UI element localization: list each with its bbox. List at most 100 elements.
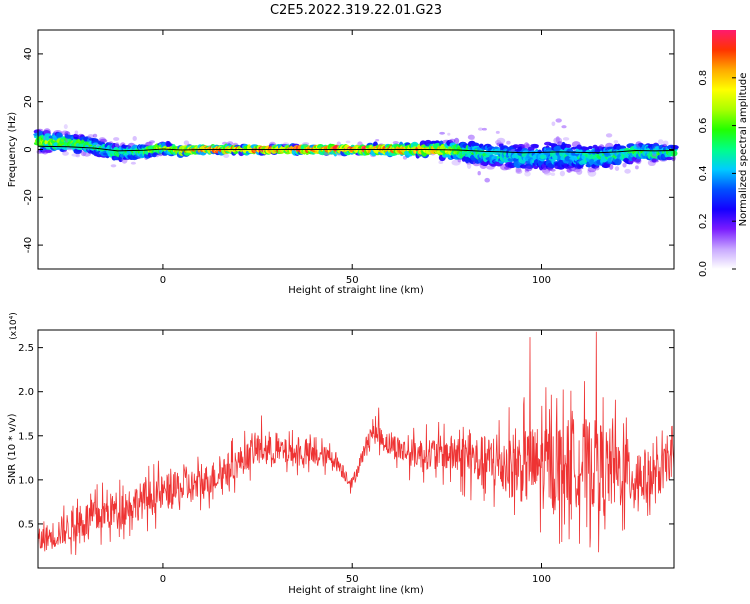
spectrogram-cell [670,145,679,150]
spectrogram-cell [74,130,79,135]
colorbar-label: Normalized spectral amplitude [738,73,749,227]
snr-x-ticks: 0 50 100 [160,330,551,585]
spectrogram-cell [562,137,570,141]
spectrogram-cell [183,140,190,146]
spectrogram-cell [73,134,79,137]
spectrogram-cell [439,131,445,135]
spectrogram-cell [101,139,105,144]
snr-frame [37,329,675,569]
spectrogram-cell [515,169,523,174]
spectrogram-cell [466,162,472,170]
spectrogram-cell [614,158,622,166]
spectrogram-cell [451,159,461,166]
spectrogram-cell [43,128,51,136]
spectrogram-cell [624,168,631,174]
y-tick-label: -40 [23,237,34,253]
spectrogram-cell [559,170,566,177]
spectrogram-cell [149,140,155,144]
spectrogram-cell [345,140,351,144]
spectrogram-cell [551,121,556,127]
spectrogram-cell [484,177,491,183]
spectrogram-cell [495,130,500,134]
spectrogram-cell [223,153,230,158]
spectrogram-cell [605,133,613,138]
spectrogram-cell [614,166,620,172]
spectrogram-cell [375,139,380,142]
y-tick-label: 0.5 [18,519,34,530]
colorbar-ramp [712,30,736,269]
y-tick-label: 1.0 [18,475,34,486]
snr-x-label: Height of straight line (km) [288,585,424,596]
y-tick-label: 1.5 [18,431,34,442]
figure-title: C2E5.2022.319.22.01.G23 [270,3,442,18]
x-tick-label: 50 [346,275,359,286]
spectrogram-cell [662,140,669,146]
spectrogram-cell [550,172,556,176]
spectrogram-cell [555,118,562,123]
x-tick-label: 100 [532,574,551,585]
spectrogram-cell [62,151,69,156]
spectrogram-cell [576,168,583,175]
spectrogram-cell [490,163,497,167]
spectrogram-panel: 0 50 100 -40 -20 0 20 40 Height of straight li… [7,29,679,296]
y-tick-label: 0 [23,146,34,152]
spectrogram-cell [37,128,43,132]
spectrogram-cell [665,156,674,161]
snr-scale-label: (x10⁴) [9,312,19,339]
spectrogram-cell [44,149,53,154]
spectrogram-x-ticks: 0 50 100 [160,30,551,286]
spectrogram-cell [110,164,117,168]
y-tick-label: -20 [23,189,34,205]
spectrogram-cell [226,141,234,146]
spectrogram-cell [114,142,120,148]
spectrogram-y-ticks: -40 -20 0 20 40 [23,48,674,253]
colorbar: 0.0 0.2 0.4 0.6 0.8 Normalized spectral ampl… [698,30,749,277]
x-tick-label: 0 [160,574,166,585]
spectrogram-cell [471,142,480,147]
spectrogram-cell [594,166,600,171]
spectrogram-cell [613,140,619,144]
snr-y-ticks: 0.5 1.0 1.5 2.0 2.5 [18,343,674,530]
spectrogram-cell [555,136,560,143]
colorbar-ticks: 0.0 0.2 0.4 0.6 0.8 [698,70,736,277]
spectrogram-cell [658,139,664,145]
colorbar-tick-label: 0.6 [698,118,709,134]
spectrogram-cell [87,134,95,139]
x-tick-label: 0 [160,275,166,286]
spectrogram-cell [63,124,68,130]
spectrogram-cell [132,136,137,141]
spectrogram-cell [454,137,460,144]
y-tick-label: 2.5 [18,343,34,354]
y-tick-label: 40 [23,48,34,61]
spectrogram-cell [609,164,614,170]
spectrogram-cell [71,153,80,157]
x-tick-label: 50 [346,574,359,585]
spectrogram-cell [635,165,639,170]
spectrogram-cell [467,134,475,140]
spectrogram-cell [565,144,572,148]
snr-panel: 0 50 100 0.5 1.0 1.5 2.0 2.5 Height of straigh… [7,312,675,596]
spectrogram-cell [524,171,531,177]
spectrogram-cell [525,143,531,148]
snr-y-label: SNR (10 * v/v) [7,413,18,484]
spectrogram-cell [477,171,481,176]
spectrogram-cell [588,145,593,150]
snr-series-line [37,331,675,556]
spectrogram-cell [561,125,567,129]
spectrogram-cell [482,127,487,131]
spectrogram-cell [113,137,120,141]
colorbar-tick-label: 0.8 [698,70,709,86]
spectrogram-cell [496,137,506,144]
spectrogram-cell [532,144,539,149]
spectrogram-cell [544,171,552,176]
spectrogram-cell [130,161,136,165]
spectrogram-cell [302,142,310,146]
spectrogram-x-label: Height of straight line (km) [288,285,424,296]
snr-plot-area [38,330,674,568]
spectrogram-cell [92,133,98,138]
colorbar-tick-label: 0.4 [698,165,709,181]
spectrogram-cell [75,153,81,158]
spectrogram-cell [449,138,456,143]
colorbar-tick-label: 0.2 [698,213,709,229]
